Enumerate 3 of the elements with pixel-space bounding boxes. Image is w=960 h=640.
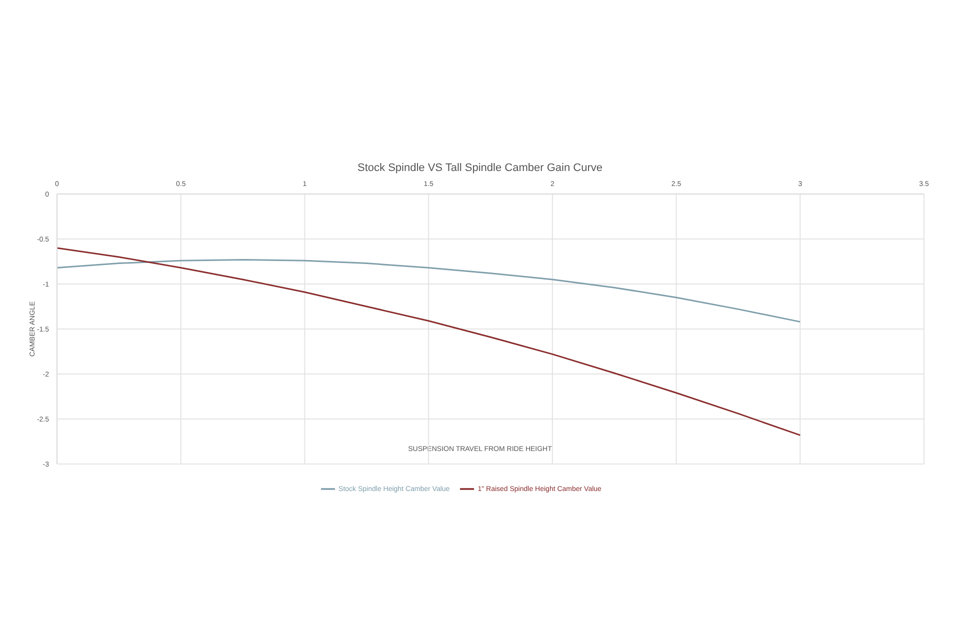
line-series <box>57 258 801 323</box>
line-series <box>57 247 801 436</box>
chart-title: Stock Spindle VS Tall Spindle Camber Gain Curve <box>356 162 604 174</box>
